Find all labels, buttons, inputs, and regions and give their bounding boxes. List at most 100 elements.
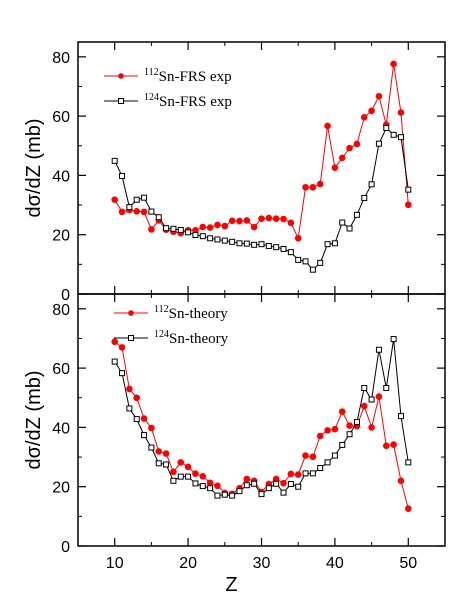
data-point	[397, 477, 405, 485]
data-point	[397, 413, 404, 420]
data-point	[324, 427, 331, 434]
data-point	[155, 448, 163, 455]
data-point	[206, 224, 214, 231]
data-point	[280, 215, 287, 223]
data-point	[265, 485, 272, 492]
data-point	[199, 483, 206, 490]
data-point	[353, 419, 360, 426]
data-point	[280, 489, 287, 496]
data-point	[243, 217, 251, 224]
data-point	[317, 465, 324, 472]
data-point	[119, 173, 126, 180]
data-point	[170, 225, 177, 232]
data-point	[229, 492, 236, 499]
data-point	[375, 346, 382, 353]
data-point	[250, 223, 258, 231]
series-124-bottom	[111, 336, 412, 499]
data-point	[206, 479, 214, 487]
data-point	[338, 408, 346, 415]
x-tick-label: 40	[326, 555, 344, 572]
data-point	[375, 92, 383, 100]
data-point	[177, 226, 184, 233]
series-line	[114, 341, 409, 509]
y-tick-label: 0	[61, 539, 70, 556]
data-point	[405, 186, 412, 193]
x-axis-title: Z	[225, 574, 237, 596]
data-point	[133, 196, 140, 203]
data-point	[119, 370, 126, 377]
data-point	[126, 405, 133, 412]
y-tick-label: 20	[52, 480, 70, 497]
data-point	[287, 219, 295, 227]
y-tick-label: 0	[61, 287, 70, 304]
x-tick-label: 30	[253, 555, 271, 572]
data-point	[368, 107, 375, 115]
data-point	[383, 384, 390, 391]
data-point	[126, 204, 133, 211]
legend-label: 112Sn-FRS exp	[144, 67, 232, 85]
data-point	[346, 422, 353, 429]
data-point	[236, 240, 243, 247]
data-point	[214, 236, 221, 243]
data-point	[162, 450, 170, 457]
data-point	[141, 432, 148, 439]
data-point	[170, 477, 177, 484]
data-point	[111, 338, 118, 346]
data-point	[192, 480, 199, 487]
data-point	[331, 452, 338, 459]
data-point	[140, 415, 148, 422]
y-tick-label: 80	[52, 50, 70, 67]
data-point	[368, 424, 375, 431]
data-point	[236, 488, 243, 495]
data-point	[133, 394, 141, 402]
chart-panel-bottom: 0 20 40 60 80 10 20 30 40 50 dσ/dZ (mb) Z 112Sn-theo…	[23, 293, 446, 596]
y-tick-label: 60	[52, 361, 70, 378]
data-point	[360, 114, 368, 121]
data-point	[192, 232, 199, 239]
data-point	[118, 208, 126, 216]
data-point	[390, 60, 397, 68]
data-point	[272, 215, 280, 222]
data-point	[302, 452, 309, 459]
data-point	[405, 201, 412, 209]
data-point	[273, 244, 280, 251]
data-point	[324, 459, 331, 466]
data-point	[258, 215, 265, 222]
data-point	[199, 223, 207, 231]
data-point	[331, 240, 338, 247]
data-point	[214, 492, 221, 499]
legend-label: 124Sn-theory	[154, 329, 229, 347]
data-point	[155, 460, 162, 467]
series-line	[114, 63, 409, 240]
data-point	[346, 431, 353, 438]
data-point	[258, 491, 265, 498]
y-tick-label: 40	[52, 420, 70, 437]
data-point	[221, 237, 228, 244]
data-point	[141, 194, 148, 201]
data-point	[192, 470, 199, 477]
data-point	[353, 140, 361, 148]
data-point	[185, 229, 192, 236]
y-axis-title: dσ/dZ (mb)	[23, 118, 45, 217]
data-point	[309, 470, 316, 477]
data-point	[111, 196, 118, 204]
data-point	[133, 207, 141, 215]
data-point	[243, 240, 250, 247]
data-point	[199, 473, 207, 480]
data-point	[126, 385, 133, 393]
data-point	[405, 505, 412, 512]
data-point	[148, 208, 155, 215]
x-tick-label: 50	[399, 555, 417, 572]
data-point	[339, 441, 346, 448]
data-point	[309, 453, 317, 461]
data-point	[251, 241, 258, 248]
data-point	[316, 180, 324, 188]
data-point	[140, 208, 148, 216]
data-point	[346, 144, 353, 152]
data-point	[316, 432, 324, 440]
legend-marker	[128, 310, 134, 316]
data-point	[177, 473, 184, 480]
data-point	[287, 249, 294, 256]
data-point	[163, 461, 170, 468]
y-tick-label: 60	[52, 109, 70, 126]
